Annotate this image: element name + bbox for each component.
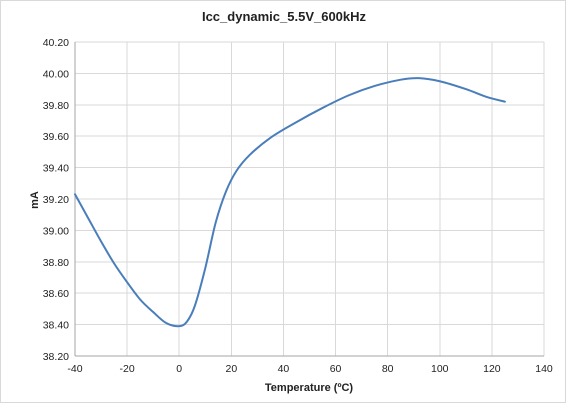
series-line (74, 77, 506, 328)
y-tick-label: 39.00 (43, 225, 69, 237)
y-tick-label: 39.80 (43, 100, 69, 112)
x-tick-label: 80 (382, 363, 394, 375)
x-tick-label: 20 (225, 363, 237, 375)
grid (75, 41, 545, 356)
axes (74, 42, 544, 357)
x-axis-label: Temperature (ºC) (265, 382, 353, 394)
y-tick-label: 40.20 (43, 37, 69, 49)
x-tick-label: 100 (431, 363, 449, 375)
y-tick-label: 39.60 (43, 131, 69, 143)
chart-title: Icc_dynamic_5.5V_600kHz (202, 9, 367, 24)
y-tick-label: 39.40 (43, 163, 69, 175)
y-tick-label: 38.60 (43, 288, 69, 300)
x-tick-label: 0 (176, 363, 182, 375)
y-axis-label: mA (29, 191, 41, 209)
x-tick-label: 120 (483, 363, 501, 375)
x-tick-label: 40 (278, 363, 290, 375)
y-tick-label: 39.20 (43, 194, 69, 206)
y-tick-label: 38.40 (43, 320, 69, 332)
y-tick-label: 38.80 (43, 257, 69, 269)
x-tick-label: -40 (67, 363, 82, 375)
y-tick-label: 40.00 (43, 68, 69, 80)
x-tick-label: 60 (330, 363, 342, 375)
tick-labels: -40 -20 0 20 40 60 80 100 120 140 38.20 38.40 38.60 3… (43, 37, 553, 375)
y-tick-label: 38.20 (43, 351, 69, 363)
series (74, 77, 506, 328)
x-tick-label: -20 (120, 363, 135, 375)
x-tick-label: 140 (535, 363, 553, 375)
